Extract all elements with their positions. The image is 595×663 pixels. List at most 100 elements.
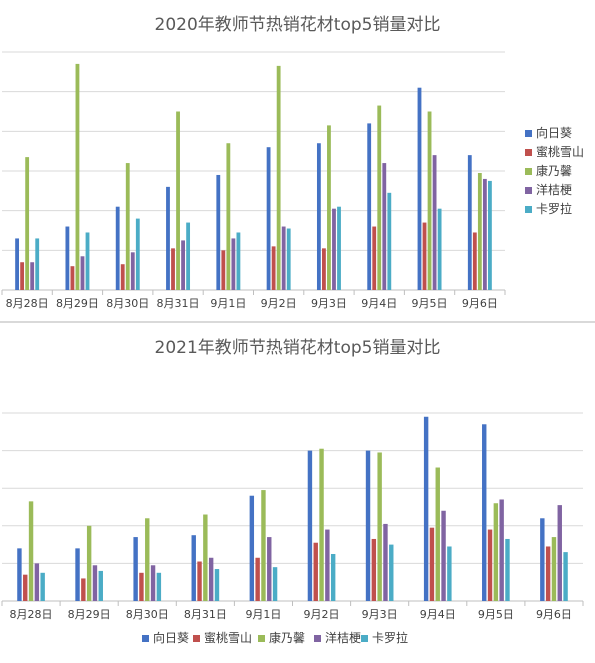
bar-向日葵 <box>540 518 545 601</box>
bar-蜜桃雪山 <box>271 246 276 290</box>
bar-洋桔梗 <box>557 505 562 601</box>
bar-洋桔梗 <box>130 252 135 290</box>
legend-item: 康乃馨 <box>525 162 572 179</box>
bar-向日葵 <box>115 206 120 290</box>
bar-洋桔梗 <box>92 565 98 601</box>
bar-卡罗拉 <box>272 567 278 601</box>
bar-洋桔梗 <box>267 537 272 601</box>
bar-洋桔梗 <box>382 163 387 290</box>
bar-蜜桃雪山 <box>429 527 435 601</box>
legend-label: 向日葵 <box>536 126 573 140</box>
bar-洋桔梗 <box>482 178 487 290</box>
bar-康乃馨 <box>75 63 80 291</box>
bar-康乃馨 <box>125 163 130 290</box>
bar-蜜桃雪山 <box>371 538 377 601</box>
bar-洋桔梗 <box>499 499 504 601</box>
legend-swatch <box>525 206 532 213</box>
bar-康乃馨 <box>203 514 208 601</box>
x-tick-label: 8月31日 <box>184 608 227 621</box>
x-tick-label: 8月30日 <box>106 297 149 310</box>
bar-向日葵 <box>17 548 22 601</box>
legend-swatch <box>525 168 532 175</box>
bar-向日葵 <box>367 123 372 291</box>
chart-title: 2021年教师节热销花材top5销量对比 <box>154 338 441 358</box>
bar-卡罗拉 <box>35 238 40 290</box>
bar-卡罗拉 <box>85 232 90 290</box>
bar-康乃馨 <box>86 525 92 601</box>
legend-item: 康乃馨 <box>258 629 305 646</box>
bar-向日葵 <box>316 143 321 290</box>
bar-蜜桃雪山 <box>322 248 326 290</box>
bar-向日葵 <box>417 87 422 290</box>
bar-洋桔梗 <box>383 523 388 601</box>
bar-康乃馨 <box>28 501 34 601</box>
x-tick-label: 8月29日 <box>68 608 111 621</box>
bar-洋桔梗 <box>208 557 214 601</box>
legend-item: 卡罗拉 <box>361 629 408 646</box>
bar-洋桔梗 <box>325 529 330 601</box>
chart-2020: 2020年教师节热销花材top5销量对比 8月28日 8月29日 8月30日 8月31… <box>0 0 595 322</box>
bar-向日葵 <box>166 186 170 290</box>
chart-title: 2020年教师节热销花材top5销量对比 <box>154 15 441 35</box>
bar-卡罗拉 <box>387 192 392 290</box>
x-tick-label: 9月2日 <box>261 297 297 310</box>
bar-洋桔梗 <box>332 208 336 290</box>
bar-卡罗拉 <box>447 546 452 601</box>
bar-卡罗拉 <box>337 206 341 290</box>
bar-卡罗拉 <box>563 552 568 601</box>
bar-蜜桃雪山 <box>313 542 318 601</box>
legend-swatch <box>525 187 532 194</box>
bar-洋桔梗 <box>150 565 156 601</box>
chart-divider <box>0 321 595 323</box>
legend-label: 卡罗拉 <box>536 202 573 216</box>
bar-卡罗拉 <box>98 570 103 601</box>
bar-康乃馨 <box>377 105 382 290</box>
bar-康乃馨 <box>435 467 440 601</box>
x-tick-label: 9月6日 <box>462 297 498 310</box>
bar-康乃馨 <box>145 518 150 601</box>
x-tick-label: 9月1日 <box>245 608 281 621</box>
x-tick-label: 9月5日 <box>412 297 448 310</box>
bar-蜜桃雪山 <box>545 546 551 601</box>
bar-向日葵 <box>467 155 472 290</box>
bar-康乃馨 <box>319 448 324 601</box>
bar-康乃馨 <box>25 157 30 290</box>
bar-康乃馨 <box>427 111 432 290</box>
bar-卡罗拉 <box>330 554 336 601</box>
bar-向日葵 <box>133 537 138 601</box>
chart-plot-2021: 8月28日 8月29日 8月30日 8月31日 9月1日 9月2日 9月3日 9月4日 9月5日… <box>1 412 584 621</box>
bar-蜜桃雪山 <box>422 222 427 290</box>
bar-洋桔梗 <box>432 155 437 290</box>
bar-卡罗拉 <box>286 228 291 290</box>
bar-康乃馨 <box>493 503 499 601</box>
bar-洋桔梗 <box>34 563 40 601</box>
legend-label: 洋桔梗 <box>325 631 362 645</box>
x-tick-label: 9月2日 <box>304 608 340 621</box>
bar-康乃馨 <box>226 143 231 290</box>
x-tick-label: 8月28日 <box>6 297 49 310</box>
bar-康乃馨 <box>551 537 557 601</box>
legend-swatch <box>258 635 265 642</box>
legend-label: 蜜桃雪山 <box>204 631 253 645</box>
legend-item: 向日葵 <box>142 629 189 646</box>
bar-蜜桃雪山 <box>139 572 144 601</box>
bar-蜜桃雪山 <box>487 529 493 601</box>
legend-item: 卡罗拉 <box>525 200 572 217</box>
bar-洋桔梗 <box>231 238 236 290</box>
bar-向日葵 <box>216 174 221 290</box>
x-tick-label: 8月29日 <box>56 297 99 310</box>
x-tick-label: 9月4日 <box>361 297 397 310</box>
bar-向日葵 <box>15 238 20 290</box>
bar-卡罗拉 <box>236 232 241 290</box>
bar-康乃馨 <box>377 452 382 601</box>
legend-label: 向日葵 <box>153 631 190 645</box>
legend-label: 洋桔梗 <box>536 183 573 197</box>
bar-卡罗拉 <box>156 572 162 601</box>
bar-卡罗拉 <box>437 208 442 290</box>
bar-卡罗拉 <box>40 572 45 601</box>
bar-洋桔梗 <box>80 256 85 290</box>
bar-蜜桃雪山 <box>70 266 75 290</box>
bar-向日葵 <box>307 450 313 601</box>
bar-向日葵 <box>266 147 271 290</box>
chart-plot-2020: 8月28日 8月29日 8月30日 8月31日 9月1日 9月2日 9月3日 9月4日 9月5日… <box>1 51 506 310</box>
